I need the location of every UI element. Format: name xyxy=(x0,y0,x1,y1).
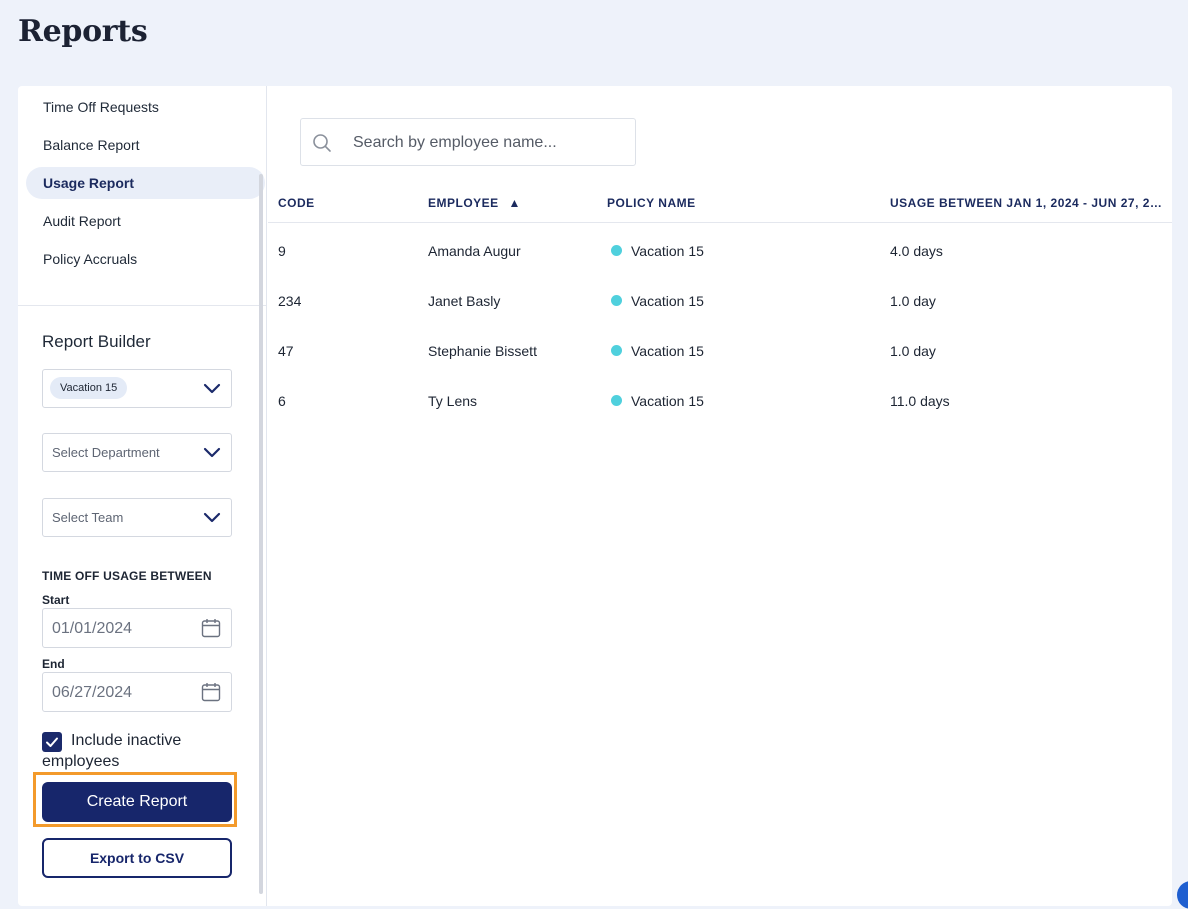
search-input[interactable] xyxy=(351,129,625,157)
create-report-button[interactable]: Create Report xyxy=(42,782,232,822)
help-bubble[interactable] xyxy=(1177,881,1188,909)
column-header-employee-label: EMPLOYEE xyxy=(428,196,499,210)
cell-code: 6 xyxy=(278,393,286,409)
cell-code: 9 xyxy=(278,243,286,259)
policy-select[interactable]: Vacation 15 xyxy=(42,369,232,408)
cell-usage: 11.0 days xyxy=(890,393,950,409)
department-placeholder: Select Department xyxy=(52,445,160,460)
calendar-icon[interactable] xyxy=(201,618,221,638)
nav-item-balance-report[interactable]: Balance Report xyxy=(43,137,140,153)
column-header-policy-name[interactable]: POLICY NAME xyxy=(607,196,696,210)
usage-section-label: TIME OFF USAGE BETWEEN xyxy=(42,569,212,583)
nav-item-audit-report[interactable]: Audit Report xyxy=(43,213,121,229)
cell-policy: Vacation 15 xyxy=(631,343,704,359)
start-label: Start xyxy=(42,593,70,607)
report-main: CODE EMPLOYEE ▲ POLICY NAME USAGE BETWEE… xyxy=(268,86,1172,906)
cell-code: 47 xyxy=(278,343,294,359)
table-row[interactable]: 9 Amanda Augur Vacation 15 4.0 days xyxy=(268,243,1172,293)
team-select[interactable]: Select Team xyxy=(42,498,232,537)
nav-item-usage-report[interactable]: Usage Report xyxy=(26,167,265,199)
table-row[interactable]: 6 Ty Lens Vacation 15 11.0 days xyxy=(268,393,1172,443)
policy-color-dot xyxy=(611,295,622,306)
table-row[interactable]: 47 Stephanie Bissett Vacation 15 1.0 day xyxy=(268,343,1172,393)
end-date-field[interactable]: 06/27/2024 xyxy=(42,672,232,712)
department-select[interactable]: Select Department xyxy=(42,433,232,472)
end-date-value: 06/27/2024 xyxy=(52,684,133,701)
create-report-highlight xyxy=(33,772,237,827)
sidebar: Time Off Requests Balance Report Usage R… xyxy=(18,86,267,906)
export-csv-button[interactable]: Export to CSV xyxy=(42,838,232,878)
policy-chip: Vacation 15 xyxy=(50,377,128,399)
chevron-down-icon xyxy=(203,383,221,394)
cell-employee: Janet Basly xyxy=(428,293,501,309)
sort-ascending-icon: ▲ xyxy=(508,196,521,210)
cell-usage: 1.0 day xyxy=(890,343,936,359)
cell-employee: Ty Lens xyxy=(428,393,478,409)
chevron-down-icon xyxy=(203,447,221,458)
include-inactive-checkbox[interactable] xyxy=(42,732,62,752)
table-row[interactable]: 234 Janet Basly Vacation 15 1.0 day xyxy=(268,293,1172,343)
page-title: Reports xyxy=(18,14,148,49)
checkmark-icon xyxy=(46,737,58,747)
cell-policy: Vacation 15 xyxy=(631,293,704,309)
policy-color-dot xyxy=(611,245,622,256)
sidebar-scrollbar[interactable] xyxy=(259,174,263,894)
calendar-icon[interactable] xyxy=(201,682,221,702)
cell-employee: Stephanie Bissett xyxy=(428,343,537,359)
start-date-field[interactable]: 01/01/2024 xyxy=(42,608,232,648)
report-builder-title: Report Builder xyxy=(42,332,151,351)
header-divider xyxy=(268,222,1172,223)
column-header-code[interactable]: CODE xyxy=(278,196,315,210)
policy-color-dot xyxy=(611,395,622,406)
column-header-usage[interactable]: USAGE BETWEEN JAN 1, 2024 - JUN 27, 2… xyxy=(890,196,1163,210)
cell-policy: Vacation 15 xyxy=(631,393,704,409)
policy-color-dot xyxy=(611,345,622,356)
chevron-down-icon xyxy=(203,512,221,523)
start-date-value: 01/01/2024 xyxy=(52,620,133,637)
column-header-employee[interactable]: EMPLOYEE ▲ xyxy=(428,196,521,210)
nav-item-time-off-requests[interactable]: Time Off Requests xyxy=(43,99,159,115)
search-icon xyxy=(313,134,331,152)
include-inactive-label: Include inactive employees xyxy=(42,732,182,770)
cell-policy: Vacation 15 xyxy=(631,243,704,259)
sidebar-divider xyxy=(18,305,266,306)
search-box xyxy=(300,118,636,166)
team-placeholder: Select Team xyxy=(52,510,124,525)
cell-code: 234 xyxy=(278,293,302,309)
nav-item-policy-accruals[interactable]: Policy Accruals xyxy=(43,251,138,267)
cell-usage: 4.0 days xyxy=(890,243,943,259)
cell-usage: 1.0 day xyxy=(890,293,936,309)
report-card: Time Off Requests Balance Report Usage R… xyxy=(18,86,1172,906)
cell-employee: Amanda Augur xyxy=(428,243,521,259)
end-label: End xyxy=(42,657,65,671)
